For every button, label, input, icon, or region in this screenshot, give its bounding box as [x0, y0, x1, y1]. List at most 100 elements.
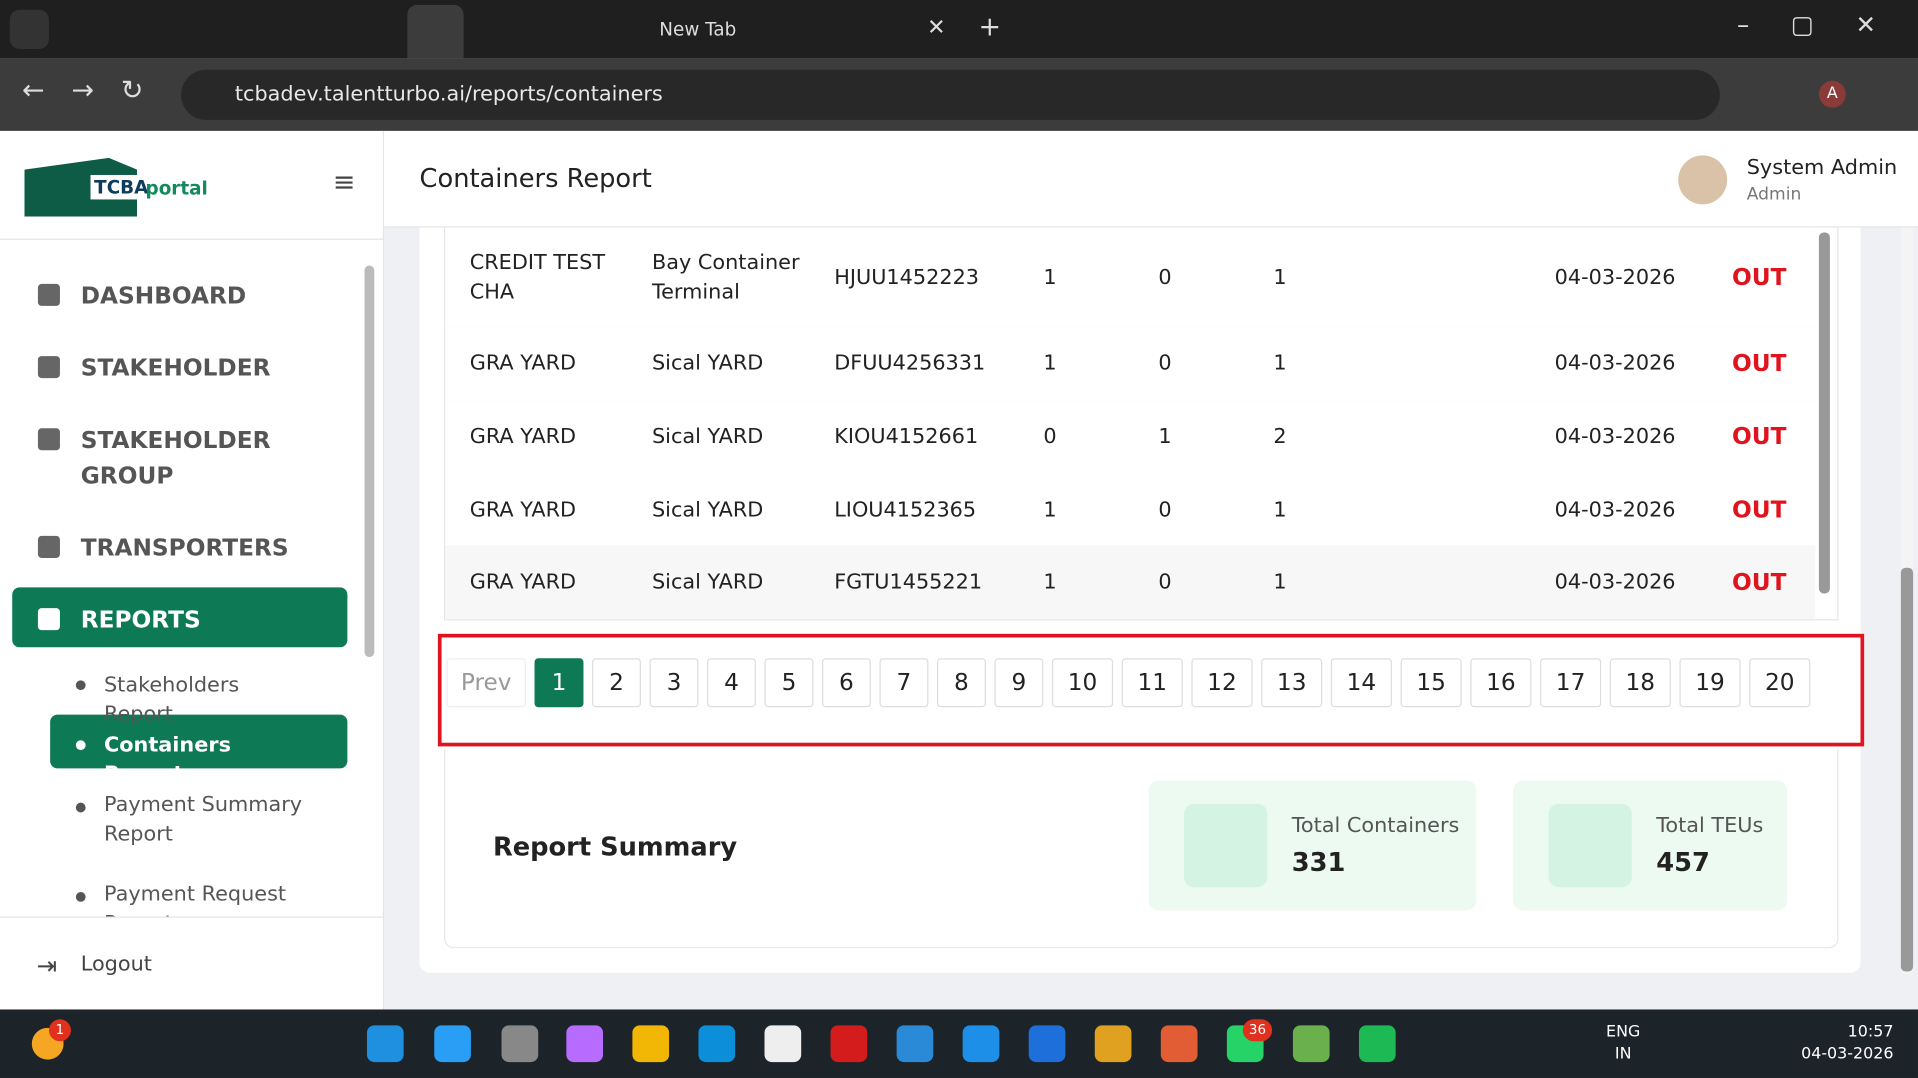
table-cell: CREDIT TEST CHA: [469, 250, 606, 305]
taskbar-icon[interactable]: [1358, 1025, 1396, 1063]
taskbar-icon[interactable]: [698, 1025, 736, 1063]
page-button[interactable]: 13: [1261, 658, 1323, 708]
page-button[interactable]: 1: [534, 658, 584, 708]
page-button[interactable]: 2: [592, 658, 641, 708]
taskbar-icon[interactable]: [1094, 1025, 1132, 1063]
table-cell: Sical YARD: [651, 497, 764, 522]
tab-close[interactable]: ✕: [927, 14, 946, 41]
avatar[interactable]: [1678, 155, 1728, 205]
page-button[interactable]: 17: [1540, 658, 1602, 708]
window-controls[interactable]: –▢✕: [1736, 9, 1918, 40]
logout[interactable]: Logout: [80, 951, 152, 977]
taskbar-icon[interactable]: [501, 1025, 539, 1063]
table-cell: 0: [1158, 570, 1172, 595]
table-cell: 04-03-2026: [1554, 351, 1676, 376]
tab-title[interactable]: New Tab: [659, 18, 737, 41]
nav-item[interactable]: STAKEHOLDER: [80, 354, 271, 382]
page-button[interactable]: 5: [764, 658, 814, 708]
taskbar-icon[interactable]: [830, 1025, 868, 1063]
card-label: Total Containers: [1291, 813, 1460, 839]
page-button[interactable]: 18: [1609, 658, 1671, 708]
taskbar-icon[interactable]: [896, 1025, 934, 1063]
summary-card: Total Containers 331: [1148, 780, 1477, 911]
page-button[interactable]: 20: [1749, 658, 1811, 708]
time: 10:57: [1847, 1022, 1894, 1042]
tab-menu[interactable]: [9, 9, 49, 49]
page-button[interactable]: 19: [1679, 658, 1741, 708]
divider: [0, 238, 383, 240]
sub-item[interactable]: Stakeholders Report: [103, 672, 240, 727]
page-scrollbar[interactable]: [1900, 227, 1914, 974]
table-cell: 04-03-2026: [1554, 424, 1676, 450]
user-name: System Admin: [1746, 155, 1898, 180]
table-cell: Sical YARD: [651, 570, 764, 595]
sub-item[interactable]: Containers Report: [103, 732, 231, 787]
page-button[interactable]: 4: [707, 658, 756, 708]
taskbar-icon[interactable]: [764, 1025, 802, 1063]
sub-item[interactable]: Payment Request Report: [103, 882, 287, 916]
page-button[interactable]: 8: [936, 658, 986, 708]
table-cell: 1: [1273, 351, 1287, 376]
nav-buttons[interactable]: ←→↻: [22, 75, 171, 107]
badge: 1: [48, 1019, 71, 1042]
page-button[interactable]: 9: [994, 658, 1044, 708]
highlight-box: [437, 633, 1865, 747]
lang[interactable]: ENG IN: [1606, 1022, 1640, 1066]
prev-button[interactable]: Prev: [446, 658, 526, 708]
summary-title: Report Summary: [492, 832, 738, 862]
taskbar-icon[interactable]: [1160, 1025, 1198, 1063]
date: 04-03-2026: [1801, 1044, 1894, 1064]
divider: [0, 916, 383, 918]
table-cell: GRA YARD: [469, 570, 577, 595]
table-row: [445, 326, 1816, 402]
table-cell: LIOU4152365: [834, 497, 977, 522]
taskbar-icon[interactable]: [962, 1025, 1000, 1063]
table-cell: KIOU4152661: [834, 424, 979, 450]
taskbar-icon[interactable]: [632, 1025, 670, 1063]
nav-item[interactable]: TRANSPORTERS: [80, 534, 289, 562]
pagination: Prev 1 2 3 4 5 6 7 8 9 10 11 12 13 14 15 16 17 18 19 20: [446, 658, 1811, 708]
table-cell: OUT: [1732, 568, 1787, 596]
page-button[interactable]: 14: [1330, 658, 1393, 708]
page-button[interactable]: 15: [1400, 658, 1462, 708]
profile[interactable]: A: [1818, 80, 1846, 108]
table-cell: 1: [1043, 570, 1057, 595]
sub-dot: [75, 892, 86, 902]
nav-item[interactable]: REPORTS: [80, 606, 201, 634]
lang-code: ENG: [1606, 1022, 1641, 1042]
taskbar: ENG IN 10:57 04-03-2026: [0, 1009, 1918, 1078]
card-label: Total TEUs: [1656, 813, 1764, 839]
taskbar-icon[interactable]: [1028, 1025, 1066, 1063]
table-scrollbar[interactable]: [1818, 232, 1830, 594]
page-button[interactable]: 6: [821, 658, 871, 708]
card-icon: [1548, 803, 1632, 888]
table: CREDIT TEST CHA Bay Container Terminal HJU…: [444, 227, 1839, 621]
taskbar-icon[interactable]: [566, 1025, 604, 1063]
nav-item[interactable]: STAKEHOLDER GROUP: [80, 427, 271, 490]
page-button[interactable]: 16: [1470, 658, 1532, 708]
url-field[interactable]: tcbadev.talentturbo.ai/reports/container…: [181, 69, 1720, 120]
page-button[interactable]: 11: [1121, 658, 1183, 708]
sidebar: TCBA portal ≡ Logout ⇥ DASHBOARD STAKEHOL…: [0, 130, 385, 1010]
active-nav-bg: [12, 587, 348, 648]
taskbar-icon[interactable]: [366, 1025, 404, 1063]
new-tab[interactable]: +: [978, 12, 1002, 43]
page-button[interactable]: 10: [1051, 658, 1114, 708]
table-cell: Sical YARD: [651, 424, 764, 450]
logo-text: TCBA: [90, 174, 153, 200]
page-button[interactable]: 12: [1191, 658, 1253, 708]
menu-toggle[interactable]: ≡: [332, 167, 356, 199]
active-tab[interactable]: [407, 4, 464, 59]
table-cell: HJUU1452223: [834, 264, 980, 290]
nav-item[interactable]: DASHBOARD: [80, 282, 247, 310]
taskbar-icon[interactable]: [1292, 1025, 1330, 1063]
page-button[interactable]: 7: [879, 658, 929, 708]
taskbar-icon[interactable]: [434, 1025, 471, 1063]
table-cell: 1: [1273, 570, 1287, 595]
sub-item[interactable]: Payment Summary Report: [103, 792, 303, 847]
page-button[interactable]: 3: [649, 658, 699, 708]
clock[interactable]: 10:57 04-03-2026: [1796, 1022, 1894, 1066]
scrollbar[interactable]: [364, 265, 375, 658]
